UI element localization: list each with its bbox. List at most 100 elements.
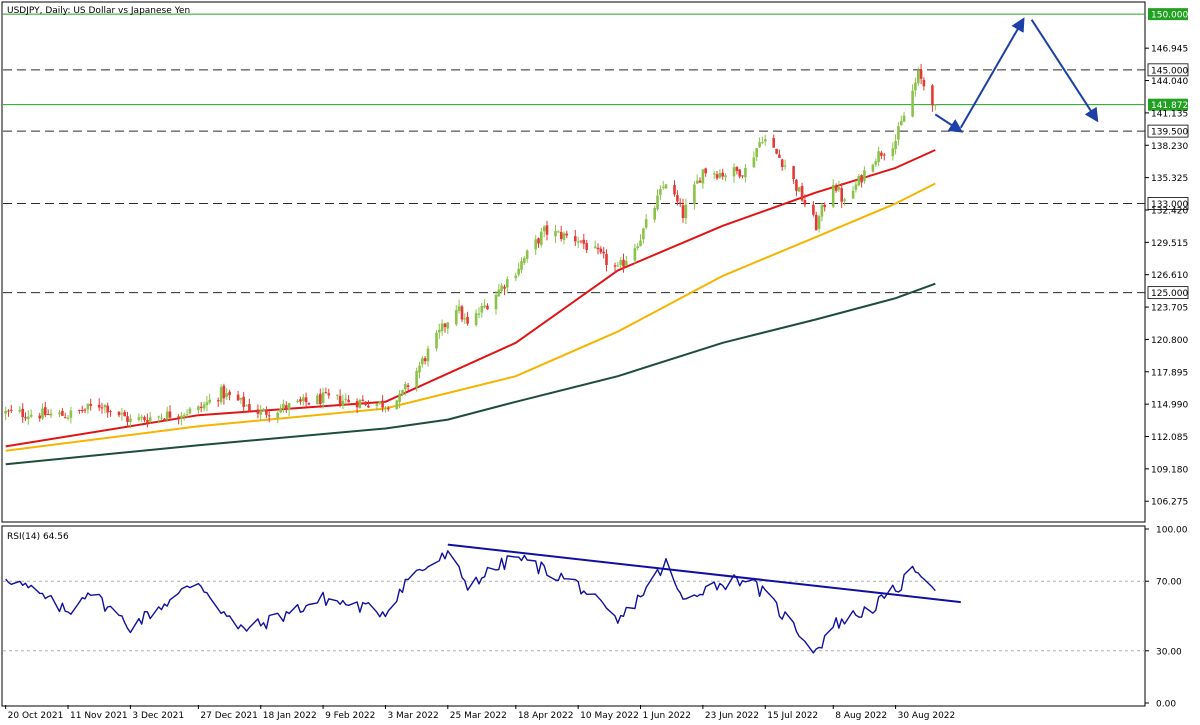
candle-body [423, 358, 427, 362]
price-axis-label: 138.230 [1151, 142, 1188, 152]
candle-body [83, 409, 87, 411]
annotation-arrows-layer [934, 17, 1099, 133]
candle-body [180, 415, 183, 419]
candle-body [477, 313, 481, 315]
candle-body [803, 200, 807, 205]
candle-body [735, 166, 739, 171]
candle-body [262, 409, 265, 412]
candle-body [61, 410, 64, 416]
candle-body [642, 228, 645, 240]
candle-body [863, 170, 866, 181]
candle-body [542, 226, 546, 232]
candle-body [435, 332, 438, 349]
candle-body [245, 405, 248, 407]
candle-body [404, 384, 407, 390]
candle-body [474, 313, 478, 325]
time-axis-label: 18 Jan 2022 [263, 711, 317, 721]
candle-body [525, 250, 529, 259]
candle-body [661, 186, 665, 188]
candle-body [883, 154, 886, 156]
candle-body [625, 260, 628, 266]
candle-body [891, 148, 895, 157]
main-panel-frame [1, 1, 1146, 523]
candle-body [378, 401, 382, 404]
candle-body [744, 167, 747, 178]
candle-body [418, 365, 421, 373]
time-axis-label: 18 Apr 2022 [518, 711, 574, 721]
candle-body [97, 404, 101, 408]
candle-body [415, 370, 418, 388]
candle-body [517, 268, 520, 275]
time-axis-label: 3 Dec 2021 [132, 711, 184, 721]
candle-body [86, 403, 90, 410]
candle-body [914, 82, 917, 91]
candle-body [664, 184, 668, 189]
candle-body [874, 161, 878, 165]
candle-body [259, 410, 262, 415]
current-price-label: 141.872 [1151, 101, 1188, 111]
candle-body [851, 190, 855, 199]
price-axis-label: 146.945 [1151, 45, 1188, 55]
time-axis-label: 20 Oct 2021 [8, 711, 64, 721]
candle-body [792, 166, 795, 179]
candle-body [545, 225, 549, 235]
time-axis-label: 30 Aug 2022 [898, 711, 956, 721]
candle-body [440, 323, 444, 332]
candle-body [673, 185, 676, 195]
candle-body [287, 403, 291, 410]
candle-body [222, 385, 226, 399]
price-axis-label: 126.610 [1151, 271, 1188, 281]
candle-body [494, 294, 498, 310]
candle-body [282, 403, 285, 409]
price-axis-label: 120.800 [1151, 336, 1188, 346]
candle-body [182, 414, 186, 416]
candle-body [66, 417, 70, 419]
annotation-arrow [959, 17, 1025, 129]
candle-body [364, 401, 367, 405]
candle-body [463, 318, 467, 320]
candle-body [225, 393, 228, 397]
candle-body [80, 410, 84, 412]
candle-body [763, 139, 767, 142]
candle-body [168, 411, 172, 418]
candle-body [778, 154, 781, 158]
moving-average-line [5, 182, 936, 452]
candle-body [426, 348, 430, 362]
time-axis-label: 9 Feb 2022 [325, 711, 375, 721]
rsi-panel-frame [1, 525, 1146, 707]
time-axis-label: 8 Aug 2022 [835, 711, 887, 721]
candle-body [7, 410, 10, 412]
candle-body [338, 395, 342, 405]
candle-body [109, 411, 112, 413]
candle-body [100, 407, 104, 409]
candle-body [188, 408, 192, 414]
candle-body [797, 187, 801, 192]
candle-body [894, 141, 897, 150]
price-level-label: 139.500 [1151, 128, 1188, 138]
candle-body [721, 172, 724, 177]
candle-body [27, 416, 30, 419]
candle-body [534, 239, 537, 250]
candle-body [732, 167, 736, 177]
time-axis-label: 11 Nov 2021 [70, 711, 128, 721]
candle-body [44, 407, 47, 416]
candle-body [197, 406, 200, 411]
candle-body [834, 186, 838, 191]
candle-body [446, 322, 450, 329]
candle-body [157, 416, 160, 418]
candle-body [633, 248, 637, 261]
candle-body [395, 400, 399, 410]
rsi-trendline [447, 543, 961, 604]
candle-body [185, 414, 189, 416]
candle-body [755, 148, 758, 158]
price-level-tag [1147, 63, 1189, 77]
candle-body [574, 236, 577, 242]
price-level-label: 125.000 [1151, 289, 1188, 299]
price-axis-label: 109.180 [1151, 465, 1188, 475]
candle-body [659, 188, 662, 195]
candle-body [639, 240, 642, 247]
candle-body [857, 176, 861, 186]
rsi-axis-label: 70.00 [1156, 578, 1182, 588]
price-axis-label: 141.135 [1151, 109, 1188, 119]
